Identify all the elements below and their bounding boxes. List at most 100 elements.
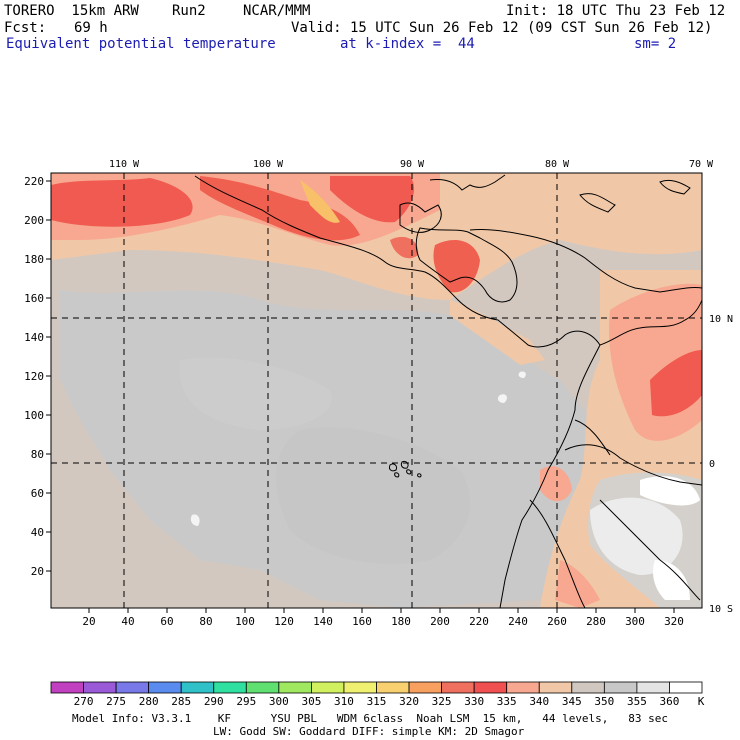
forecast-label: Fcst: <box>4 20 47 36</box>
colorbar-unit: K <box>698 695 705 708</box>
colorbar-swatch <box>278 681 312 694</box>
y-tick-label: 60 <box>31 487 44 500</box>
colorbar-swatch <box>408 681 442 694</box>
lat-label-10n: 10 N <box>709 314 733 325</box>
colorbar-label: 290 <box>204 695 224 708</box>
forecast-hour: 69 h <box>74 20 108 36</box>
lat-labels: 10 N 0 10 S <box>709 314 733 615</box>
x-tick-label: 200 <box>430 615 450 628</box>
lon-label-90w: 90 W <box>400 159 425 170</box>
map-frame <box>50 172 703 609</box>
y-tick-label: 20 <box>31 565 44 578</box>
x-tick-label: 100 <box>235 615 255 628</box>
colorbar-label: 310 <box>334 695 354 708</box>
physics-info: LW: Godd SW: Goddard DIFF: simple KM: 2D… <box>213 725 525 738</box>
x-tick-label: 300 <box>625 615 645 628</box>
colorbar-swatch <box>83 681 117 694</box>
colorbar-swatch <box>376 681 410 694</box>
lon-label-70w: 70 W <box>689 159 714 170</box>
colorbar-swatch <box>473 681 508 694</box>
colorbar-swatch <box>571 681 605 694</box>
colorbar-label: 315 <box>367 695 387 708</box>
theta-e-field <box>51 173 702 608</box>
level-label: at k-index = 44 <box>340 36 475 52</box>
x-tick-label: 40 <box>121 615 134 628</box>
colorbar-swatch <box>441 681 475 694</box>
x-tick-label: 120 <box>274 615 294 628</box>
colorbar-label: 275 <box>106 695 126 708</box>
lon-labels: 110 W 100 W 90 W 80 W 70 W <box>109 159 714 170</box>
colorbar-label: 355 <box>627 695 647 708</box>
org-label: NCAR/MMM <box>243 3 311 19</box>
y-tick-label: 140 <box>24 331 44 344</box>
colorbar-swatch <box>213 681 247 694</box>
colorbar-label: 350 <box>594 695 614 708</box>
lat-label-0: 0 <box>709 459 715 470</box>
x-tick-marks <box>88 608 675 613</box>
x-tick-label: 280 <box>586 615 606 628</box>
lon-label-100w: 100 W <box>253 159 284 170</box>
colorbar-label: 285 <box>171 695 191 708</box>
colorbar-label: 345 <box>562 695 582 708</box>
colorbar-swatch <box>343 681 377 694</box>
colorbar-swatch <box>245 681 280 694</box>
y-tick-label: 160 <box>24 292 44 305</box>
colorbar-labels: 270 275 280 285 290 295 300 305 310 315 320 325 330 3… <box>74 695 680 708</box>
y-tick-labels: 220 200 180 160 140 120 100 80 60 40 20 <box>24 175 44 578</box>
x-tick-label: 220 <box>469 615 489 628</box>
colorbar-label: 280 <box>139 695 159 708</box>
colorbar-label: 325 <box>432 695 452 708</box>
colorbar-swatch <box>603 681 638 694</box>
lon-label-110w: 110 W <box>109 159 140 170</box>
lon-label-80w: 80 W <box>545 159 570 170</box>
x-tick-label: 20 <box>82 615 95 628</box>
colorbar-swatch <box>538 681 573 694</box>
colorbar-swatch <box>310 681 345 694</box>
init-time: Init: 18 UTC Thu 23 Feb 12 <box>506 3 726 19</box>
colorbar-label: 305 <box>301 695 321 708</box>
colorbar-swatch <box>669 681 703 694</box>
y-tick-marks <box>46 180 51 572</box>
run-label: Run2 <box>172 3 206 19</box>
x-tick-labels: 20 40 60 80 100 120 140 160 180 200 220 … <box>82 615 684 628</box>
lat-label-10s: 10 S <box>709 604 733 615</box>
smoothing-label: sm= 2 <box>634 36 677 52</box>
x-tick-label: 160 <box>352 615 372 628</box>
x-tick-label: 320 <box>664 615 684 628</box>
y-tick-label: 80 <box>31 448 44 461</box>
colorbar <box>50 681 703 694</box>
y-tick-label: 100 <box>24 409 44 422</box>
y-tick-label: 40 <box>31 526 44 539</box>
model-info: Model Info: V3.3.1 KF YSU PBL WDM 6class… <box>72 712 669 725</box>
colorbar-swatch <box>506 681 540 694</box>
colorbar-swatch <box>180 681 215 694</box>
y-tick-label: 220 <box>24 175 44 188</box>
colorbar-label: 270 <box>74 695 94 708</box>
x-tick-label: 260 <box>547 615 567 628</box>
colorbar-swatch <box>115 681 150 694</box>
colorbar-swatch <box>636 681 670 694</box>
field-name: Equivalent potential temperature <box>6 36 276 52</box>
x-tick-label: 240 <box>508 615 528 628</box>
y-tick-label: 200 <box>24 214 44 227</box>
colorbar-label: 295 <box>236 695 256 708</box>
colorbar-swatch <box>50 681 84 694</box>
model-name: TORERO 15km ARW <box>4 3 139 19</box>
y-tick-label: 180 <box>24 253 44 266</box>
y-tick-label: 120 <box>24 370 44 383</box>
colorbar-label: 320 <box>399 695 419 708</box>
colorbar-label: 335 <box>497 695 517 708</box>
colorbar-label: 360 <box>660 695 680 708</box>
x-tick-label: 140 <box>313 615 333 628</box>
colorbar-label: 330 <box>464 695 484 708</box>
x-tick-label: 60 <box>160 615 173 628</box>
colorbar-swatch <box>148 681 182 694</box>
x-tick-label: 80 <box>199 615 212 628</box>
coastlines <box>194 174 702 608</box>
valid-time: Valid: 15 UTC Sun 26 Feb 12 (09 CST Sun … <box>291 20 713 36</box>
colorbar-label: 300 <box>269 695 289 708</box>
x-tick-label: 180 <box>391 615 411 628</box>
colorbar-label: 340 <box>529 695 549 708</box>
graticule <box>51 173 702 608</box>
